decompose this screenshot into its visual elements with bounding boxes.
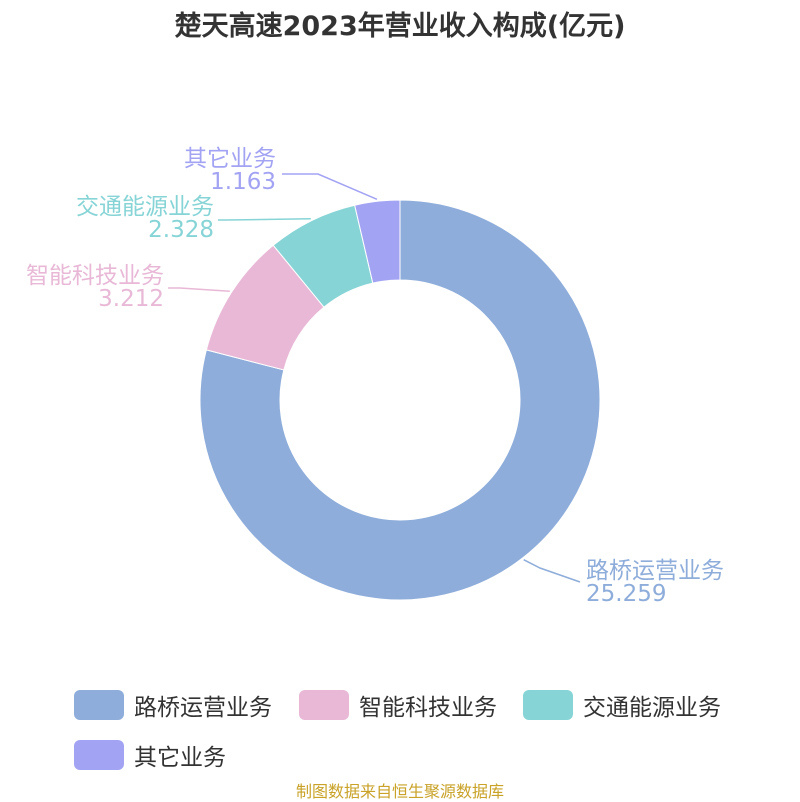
leader-line-1 xyxy=(168,287,230,292)
slice-label-name-1: 智能科技业务 xyxy=(26,263,164,289)
legend-swatch-2 xyxy=(523,690,573,720)
legend-label-2: 交通能源业务 xyxy=(583,695,721,721)
legend-swatch-1 xyxy=(299,690,349,720)
leader-line-3 xyxy=(282,173,378,201)
legend-item-0[interactable]: 路桥运营业务 xyxy=(74,688,272,722)
legend-label-3: 其它业务 xyxy=(134,745,226,771)
slice-label-name-0: 路桥运营业务 xyxy=(586,558,724,584)
slice-label-value-1: 3.212 xyxy=(98,286,164,312)
donut-slice-3[interactable] xyxy=(354,199,401,284)
slice-label-name-2: 交通能源业务 xyxy=(76,194,214,220)
slice-label-name-3: 其它业务 xyxy=(184,146,276,172)
legend-label-0: 路桥运营业务 xyxy=(134,695,272,721)
legend-swatch-0 xyxy=(74,690,124,720)
slice-label-value-0: 25.259 xyxy=(586,581,666,607)
leader-line-0 xyxy=(523,559,581,583)
legend-item-1[interactable]: 智能科技业务 xyxy=(299,688,497,722)
leader-line-2 xyxy=(218,218,311,221)
source-note: 制图数据来自恒生聚源数据库 xyxy=(295,782,504,801)
slice-label-value-3: 1.163 xyxy=(210,169,276,195)
legend-swatch-3 xyxy=(74,740,124,770)
legend-item-3[interactable]: 其它业务 xyxy=(74,738,226,772)
legend-item-2[interactable]: 交通能源业务 xyxy=(523,688,721,722)
donut-slice-0[interactable] xyxy=(199,199,601,601)
legend-label-1: 智能科技业务 xyxy=(359,695,497,721)
slice-label-value-2: 2.328 xyxy=(148,217,214,243)
chart-title: 楚天高速2023年营业收入构成(亿元) xyxy=(174,11,626,42)
